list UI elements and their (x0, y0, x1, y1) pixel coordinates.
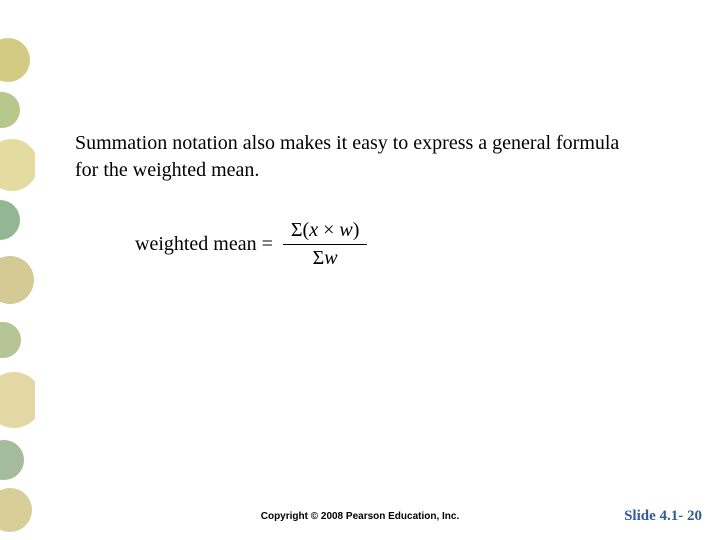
formula-label: weighted mean = (135, 233, 273, 256)
copyright-text: Copyright © 2008 Pearson Education, Inc. (0, 511, 720, 522)
sigma: Σ( (291, 219, 309, 241)
fraction-denominator: Σw (283, 244, 368, 270)
formula-fraction: Σ(x × w) Σw (283, 219, 368, 270)
var-w: w (324, 247, 337, 269)
sigma: Σ (313, 247, 325, 269)
close-paren: ) (353, 219, 360, 241)
left-edge-decoration (0, 0, 35, 540)
var-w: w (339, 219, 352, 241)
times-sign: × (318, 219, 339, 241)
paragraph-text: Summation notation also makes it easy to… (75, 130, 645, 184)
var-x: x (309, 219, 318, 241)
weighted-mean-formula: weighted mean = Σ(x × w) Σw (135, 219, 645, 270)
slide-number: Slide 4.1- 20 (624, 508, 702, 525)
fraction-numerator: Σ(x × w) (283, 219, 368, 244)
slide-content: Summation notation also makes it easy to… (75, 130, 645, 270)
